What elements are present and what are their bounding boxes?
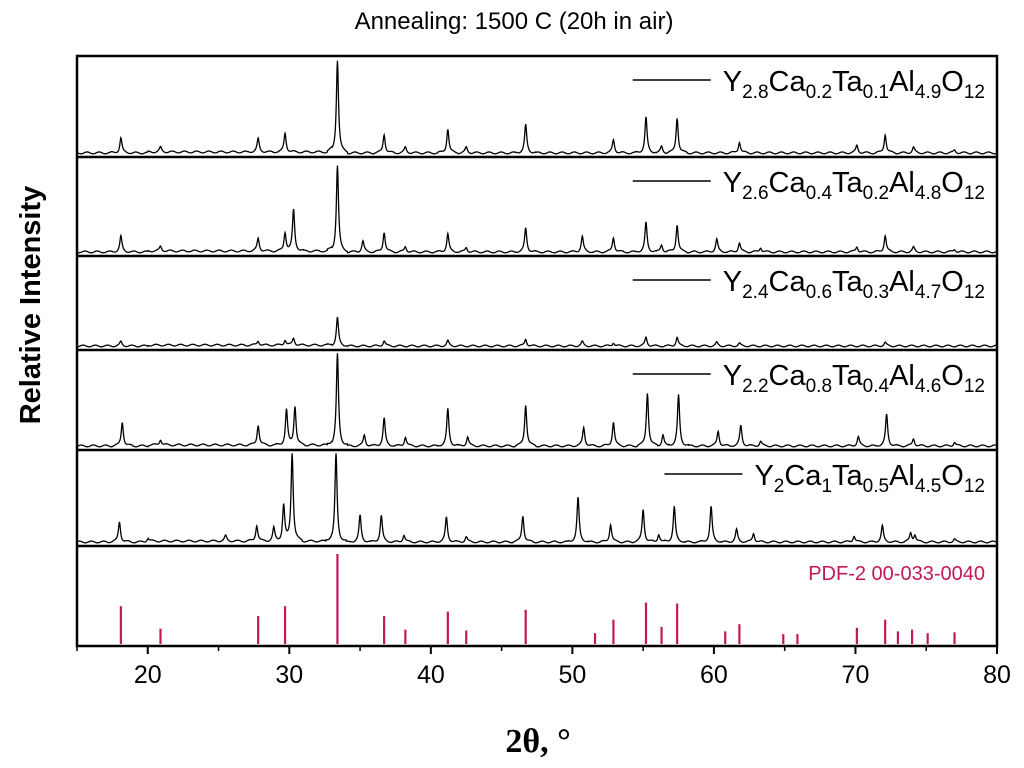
x-tick-label: 80: [983, 661, 1011, 689]
x-tick-label: 70: [842, 661, 870, 689]
x-tick-label: 50: [558, 661, 586, 689]
reference-panel: PDF-2 00-033-0040: [77, 544, 997, 644]
legend-label-1: Y2.8Ca0.2Ta0.1Al4.9O12: [723, 66, 985, 103]
series-panel-5: Y2Ca1Ta0.5Al4.5O12: [76, 448, 997, 544]
chart-title: Annealing: 1500 C (20h in air): [355, 8, 674, 35]
x-tick-label: 60: [700, 661, 728, 689]
x-tick-label: 30: [275, 661, 303, 689]
series-line-2: [76, 165, 997, 254]
x-ticks: 20 30 40 50 60 70 80: [76, 646, 1011, 689]
panels: Y2.8Ca0.2Ta0.1Al4.9O12 Y2.6Ca0.4Ta0.2Al4.…: [76, 60, 997, 644]
series-panel-2: Y2.6Ca0.4Ta0.2Al4.8O12: [76, 155, 997, 254]
legend-label-4: Y2.2Ca0.8Ta0.4Al4.6O12: [723, 360, 985, 397]
series-line-3: [76, 316, 997, 348]
legend-label-5: Y2Ca1Ta0.5Al4.5O12: [754, 460, 985, 497]
series-line-4: [76, 353, 997, 448]
legend-label-2: Y2.6Ca0.4Ta0.2Al4.8O12: [723, 167, 985, 204]
legend-label-3: Y2.4Ca0.6Ta0.3Al4.7O12: [723, 266, 985, 303]
plot-frame: [75, 54, 999, 648]
x-axis-label: 2θ, °: [505, 723, 570, 760]
x-tick-label: 40: [417, 661, 445, 689]
series-line-1: [76, 60, 997, 155]
series-panel-4: Y2.2Ca0.8Ta0.4Al4.6O12: [76, 348, 997, 448]
series-panel-3: Y2.4Ca0.6Ta0.3Al4.7O12: [76, 254, 997, 348]
reference-label: PDF-2 00-033-0040: [808, 563, 985, 585]
series-panel-1: Y2.8Ca0.2Ta0.1Al4.9O12: [76, 60, 997, 155]
series-line-5: [76, 453, 997, 544]
x-tick-label: 20: [134, 661, 162, 689]
y-axis-label: Relative Intensity: [15, 186, 47, 425]
